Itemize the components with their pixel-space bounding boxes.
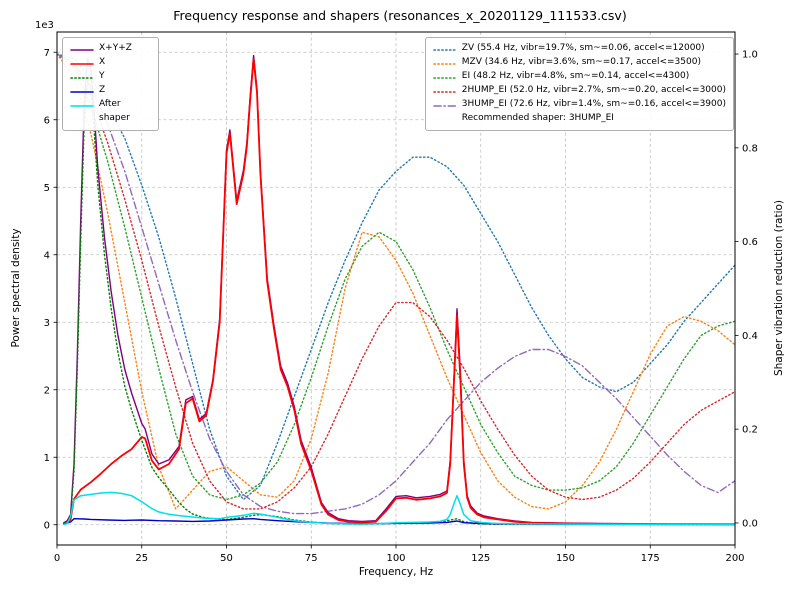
legend-item-ei: EI (48.2 Hz, vibr=4.8%, sm~=0.14, accel<… [432, 70, 726, 84]
y-left-tick-label: 4 [44, 250, 50, 261]
legend-psd: X+Y+Z X Y Z After shaper [62, 37, 159, 131]
series-after-shaper [63, 491, 735, 526]
series-3hump_ei [57, 53, 735, 515]
legend-item-zv: ZV (55.4 Hz, vibr=19.7%, sm~=0.06, accel… [432, 42, 726, 56]
legend-label: ZV (55.4 Hz, vibr=19.7%, sm~=0.06, accel… [461, 43, 705, 53]
x-tick-label: 50 [220, 553, 233, 564]
legend-label: Z [99, 84, 106, 95]
legend-label: After shaper [99, 98, 130, 123]
y-right-tick-label: 0.8 [742, 143, 758, 154]
legend-shapers: ZV (55.4 Hz, vibr=19.7%, sm~=0.06, accel… [424, 37, 734, 131]
y-left-tick-label: 2 [44, 385, 50, 396]
y-left-tick-label: 3 [44, 318, 50, 329]
legend-label: X [99, 56, 106, 67]
legend-label: 2HUMP_EI (52.0 Hz, vibr=2.7%, sm~=0.20, … [461, 84, 726, 95]
x-tick-label: 200 [725, 553, 744, 564]
series-mzv [57, 53, 735, 510]
legend-line-sample [70, 104, 94, 107]
legend-line-sample [432, 104, 457, 107]
x-tick-label: 0 [54, 553, 60, 564]
legend-item-x: X [70, 56, 151, 70]
legend-line-sample [432, 77, 457, 79]
y-left-tick-label: 0 [44, 520, 50, 531]
x-tick-label: 25 [135, 553, 148, 564]
legend-line-sample [70, 91, 94, 93]
y-right-tick-label: 0.0 [742, 518, 758, 529]
series-x [62, 58, 735, 526]
x-tick-label: 100 [386, 553, 405, 564]
legend-item-mzv: MZV (34.6 Hz, vibr=3.6%, sm~=0.17, accel… [432, 56, 726, 70]
legend-item-recommended: Recommended shaper: 3HUMP_EI [433, 112, 726, 126]
recommended-shaper-text: Recommended shaper: 3HUMP_EI [461, 112, 614, 123]
legend-label: EI (48.2 Hz, vibr=4.8%, sm~=0.14, accel<… [461, 70, 690, 81]
legend-label: MZV (34.6 Hz, vibr=3.6%, sm~=0.17, accel… [461, 56, 701, 67]
legend-line-sample [70, 63, 94, 65]
x-tick-label: 150 [556, 553, 575, 564]
y-axis-label-left: Power spectral density [10, 228, 22, 348]
y-left-tick-label: 1 [44, 453, 50, 464]
series-z [63, 518, 735, 526]
legend-label: Y [99, 70, 105, 81]
legend-line-sample [432, 49, 457, 51]
series-zv [57, 53, 735, 501]
y-left-tick-label: 6 [44, 115, 50, 126]
legend-item-z: Z [70, 84, 151, 98]
legend-item-after-shaper: After shaper [70, 98, 151, 126]
x-tick-label: 175 [641, 553, 660, 564]
legend-item-y: Y [70, 70, 151, 84]
legend-line-sample [70, 49, 94, 51]
y-right-tick-label: 0.2 [742, 425, 758, 436]
y-axis-offset-text: 1e3 [35, 20, 54, 31]
legend-line-sample [432, 63, 457, 65]
x-tick-label: 125 [471, 553, 490, 564]
legend-label: X+Y+Z [99, 43, 132, 53]
chart-title: Frequency response and shapers (resonanc… [173, 8, 627, 23]
y-left-tick-label: 5 [44, 183, 50, 194]
series-ei [57, 53, 735, 501]
y-right-tick-label: 1.0 [742, 50, 758, 61]
legend-label: 3HUMP_EI (72.6 Hz, vibr=1.4%, sm~=0.16, … [461, 98, 726, 109]
y-left-tick-label: 7 [44, 48, 50, 59]
legend-line-sample [70, 77, 94, 79]
x-tick-label: 75 [305, 553, 318, 564]
y-right-tick-label: 0.6 [742, 237, 758, 248]
x-axis-label: Frequency, Hz [358, 566, 434, 578]
legend-item-3hump_ei: 3HUMP_EI (72.6 Hz, vibr=1.4%, sm~=0.16, … [432, 98, 726, 112]
legend-line-sample [432, 91, 457, 93]
legend-item-2hump_ei: 2HUMP_EI (52.0 Hz, vibr=2.7%, sm~=0.20, … [432, 84, 726, 98]
y-axis-label-right: Shaper vibration reduction (ratio) [773, 199, 785, 377]
legend-item-x-y-z: X+Y+Z [70, 42, 151, 56]
y-right-tick-label: 0.4 [742, 331, 758, 342]
